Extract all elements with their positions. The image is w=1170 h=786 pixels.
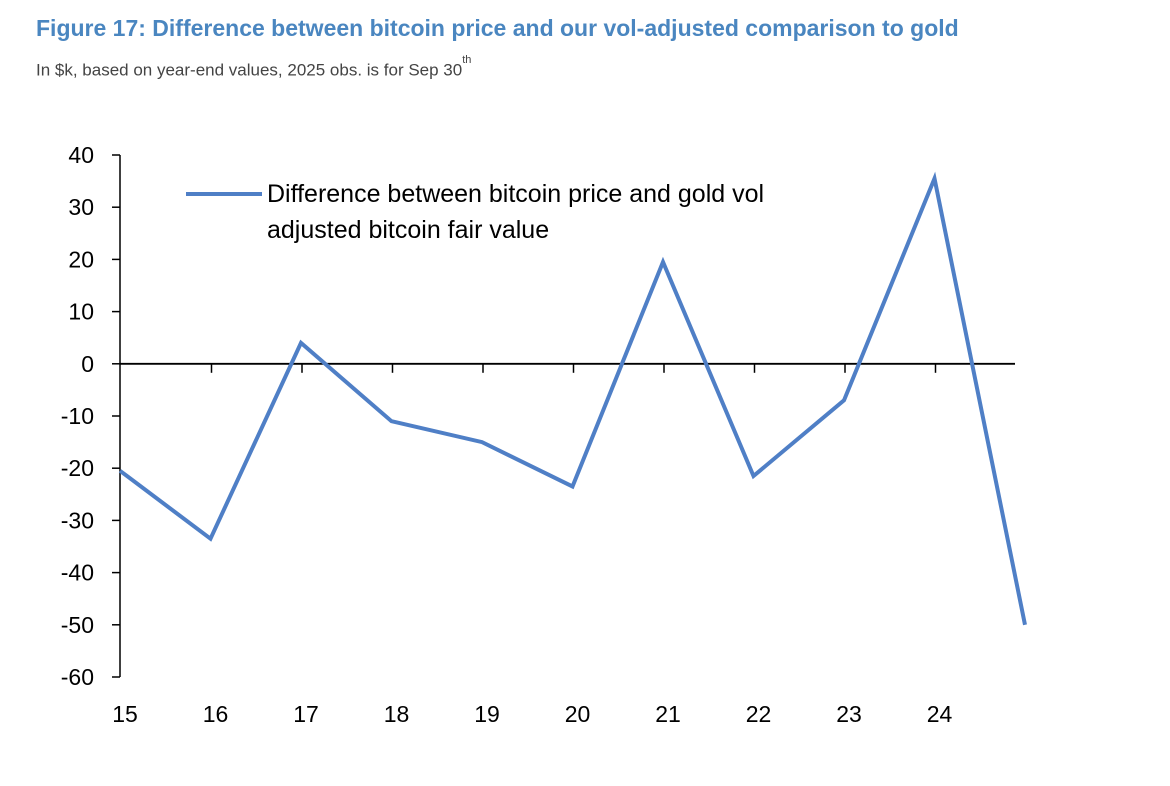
subtitle-superscript: th [462, 54, 472, 66]
y-tick-label: -40 [61, 560, 94, 586]
x-tick-label: 19 [474, 701, 500, 727]
series-line [118, 171, 1027, 626]
legend-label: Difference between bitcoin price and gol… [267, 180, 764, 208]
x-tick-label: 18 [384, 701, 410, 727]
y-tick-label: -10 [61, 403, 94, 429]
x-tick-label: 22 [746, 701, 772, 727]
x-axis: 15 16 17 18 19 20 21 22 23 24 [112, 362, 1015, 727]
y-tick-label: 20 [68, 246, 94, 272]
series-layer [118, 171, 1027, 626]
y-tick-label: 30 [68, 194, 94, 220]
x-tick-label: 24 [927, 701, 953, 727]
x-tick-label: 20 [565, 701, 591, 727]
y-tick-label: 40 [68, 142, 94, 168]
x-tick-label: 23 [836, 701, 862, 727]
y-tick-label: -20 [61, 455, 94, 481]
x-tick-label: 15 [112, 701, 138, 727]
x-tick-label: 16 [203, 701, 229, 727]
x-tick-label: 17 [293, 701, 319, 727]
figure-title: Figure 17: Difference between bitcoin pr… [36, 15, 959, 41]
y-tick-label: 10 [68, 299, 94, 325]
y-tick-label: -30 [61, 507, 94, 533]
x-tick-label: 21 [655, 701, 681, 727]
legend-label: adjusted bitcoin fair value [267, 216, 549, 244]
figure-subtitle: In $k, based on year-end values, 2025 ob… [36, 54, 471, 81]
y-tick-label: 0 [81, 351, 94, 377]
y-tick-label: -60 [61, 664, 94, 690]
legend: Difference between bitcoin price and gol… [186, 180, 764, 244]
y-tick-label: -50 [61, 612, 94, 638]
y-axis: 40 30 20 10 0 -10 -20 -30 -40 -50 -60 [61, 142, 121, 690]
subtitle-text: In $k, based on year-end values, 2025 ob… [36, 60, 463, 80]
